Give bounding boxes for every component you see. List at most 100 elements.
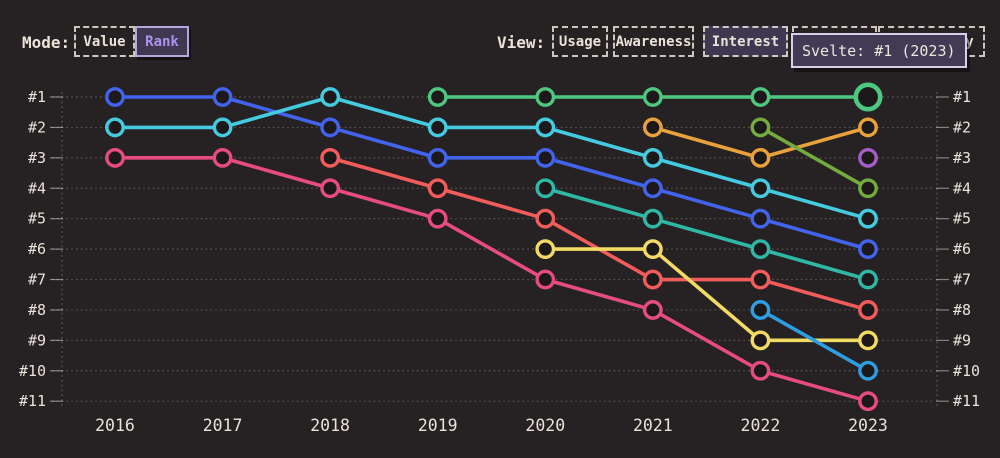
y-axis-label-left: #10	[19, 362, 46, 380]
data-point-olive[interactable]	[750, 117, 771, 138]
data-point-svelte[interactable]	[535, 87, 556, 107]
data-point-cyan[interactable]	[858, 208, 878, 229]
y-axis-label-right: #4	[953, 179, 971, 197]
view-label: View:	[497, 33, 546, 52]
data-point-cyan[interactable]	[427, 117, 448, 138]
series-line-cyan	[113, 95, 870, 221]
data-point-olive[interactable]	[858, 178, 878, 199]
y-axis-label-right: #2	[953, 118, 971, 136]
data-point-pink[interactable]	[750, 360, 771, 381]
series-line-teal	[543, 186, 870, 282]
data-point-blue[interactable]	[750, 208, 771, 229]
y-axis-label-left: #6	[28, 240, 46, 258]
data-point-salmon[interactable]	[642, 269, 663, 290]
view-button-interest[interactable]: Interest	[703, 26, 788, 57]
x-axis-label: 2018	[310, 416, 350, 435]
data-point-salmon[interactable]	[858, 300, 878, 320]
data-point-purple[interactable]	[858, 147, 878, 168]
data-point-blue[interactable]	[858, 239, 878, 260]
y-axis-label-right: #6	[953, 240, 971, 258]
y-axis-label-left: #8	[28, 301, 46, 319]
x-axis-label: 2022	[741, 416, 781, 435]
series-line-blue	[113, 95, 870, 251]
data-point-cyan[interactable]	[105, 117, 125, 138]
y-axis-label-right: #10	[953, 362, 980, 380]
y-axis-label-right: #11	[953, 392, 980, 410]
y-axis-label-left: #7	[28, 271, 46, 289]
series-line-olive	[758, 125, 870, 191]
tooltip-text: Svelte: #1 (2023)	[802, 41, 956, 60]
x-axis-label: 2023	[848, 416, 888, 435]
data-point-pink[interactable]	[320, 178, 341, 199]
data-point-cyan[interactable]	[212, 117, 233, 138]
series-line-skyblue	[758, 308, 870, 373]
data-point-skyblue[interactable]	[750, 300, 771, 320]
y-axis-label-right: #7	[953, 271, 971, 289]
y-axis-label-left: #2	[28, 118, 46, 136]
y-axis-label-right: #1	[953, 88, 971, 106]
data-point-salmon[interactable]	[427, 178, 448, 199]
data-point-yellow[interactable]	[642, 239, 663, 260]
series-dots	[105, 82, 883, 412]
x-axis-label: 2017	[203, 416, 243, 435]
y-axis-label-left: #4	[28, 179, 46, 197]
data-point-cyan[interactable]	[642, 147, 663, 168]
y-axis-label-right: #3	[953, 149, 971, 167]
view-button-awareness[interactable]: Awareness	[613, 26, 694, 57]
data-point-amber[interactable]	[858, 117, 878, 138]
data-point-teal[interactable]	[858, 269, 878, 290]
y-axis-label-right: #8	[953, 301, 971, 319]
data-point-teal[interactable]	[642, 208, 663, 229]
data-point-blue[interactable]	[105, 87, 125, 107]
x-axis-label: 2019	[418, 416, 458, 435]
data-point-pink[interactable]	[535, 269, 556, 290]
data-point-pink[interactable]	[427, 208, 448, 229]
y-axis-label-left: #1	[28, 88, 46, 106]
data-point-salmon[interactable]	[750, 269, 771, 290]
data-point-pink[interactable]	[642, 300, 663, 320]
y-axis-label-right: #5	[953, 210, 971, 228]
x-axis-label: 2020	[525, 416, 565, 435]
data-point-svelte[interactable]	[427, 87, 448, 107]
x-axis-label: 2021	[633, 416, 673, 435]
y-axis-label-left: #5	[28, 210, 46, 228]
data-point-skyblue[interactable]	[858, 360, 878, 381]
highlighted-data-point-svelte[interactable]	[853, 82, 883, 112]
data-point-cyan[interactable]	[750, 178, 771, 199]
mode-button-value[interactable]: Value	[74, 26, 135, 57]
series-line-pink	[113, 156, 870, 403]
grid-layer: #1 #1 #2 #2 #3 #3 #4 #4 #5 #5 #6 #6 #7 #7 #8 #8 #9 #9 #10 #…	[19, 88, 980, 435]
data-point-pink[interactable]	[105, 147, 125, 168]
view-button-usage[interactable]: Usage	[552, 26, 608, 57]
data-point-amber[interactable]	[750, 147, 771, 168]
data-point-svelte[interactable]	[642, 87, 663, 107]
data-point-amber[interactable]	[642, 117, 663, 138]
data-point-salmon[interactable]	[535, 208, 556, 229]
chart-tooltip: Svelte: #1 (2023)	[791, 33, 967, 68]
data-point-svelte[interactable]	[750, 87, 771, 107]
series-line-salmon	[328, 156, 870, 312]
y-axis-label-right: #9	[953, 331, 971, 349]
data-point-blue[interactable]	[320, 117, 341, 138]
y-axis-label-left: #9	[28, 331, 46, 349]
y-axis-label-left: #3	[28, 149, 46, 167]
data-point-yellow[interactable]	[535, 239, 556, 260]
data-point-teal[interactable]	[750, 239, 771, 260]
data-point-blue[interactable]	[427, 147, 448, 168]
data-point-yellow[interactable]	[750, 330, 771, 351]
mode-button-rank[interactable]: Rank	[135, 26, 189, 57]
data-point-salmon[interactable]	[320, 147, 341, 168]
data-point-blue[interactable]	[212, 87, 233, 107]
data-point-pink[interactable]	[212, 147, 233, 168]
data-point-yellow[interactable]	[858, 330, 878, 351]
data-point-pink[interactable]	[858, 391, 878, 412]
x-axis-label: 2016	[95, 416, 135, 435]
data-point-cyan[interactable]	[320, 87, 341, 107]
data-point-blue[interactable]	[535, 147, 556, 168]
data-point-teal[interactable]	[535, 178, 556, 199]
data-point-blue[interactable]	[642, 178, 663, 199]
data-point-cyan[interactable]	[535, 117, 556, 138]
y-axis-label-left: #11	[19, 392, 46, 410]
